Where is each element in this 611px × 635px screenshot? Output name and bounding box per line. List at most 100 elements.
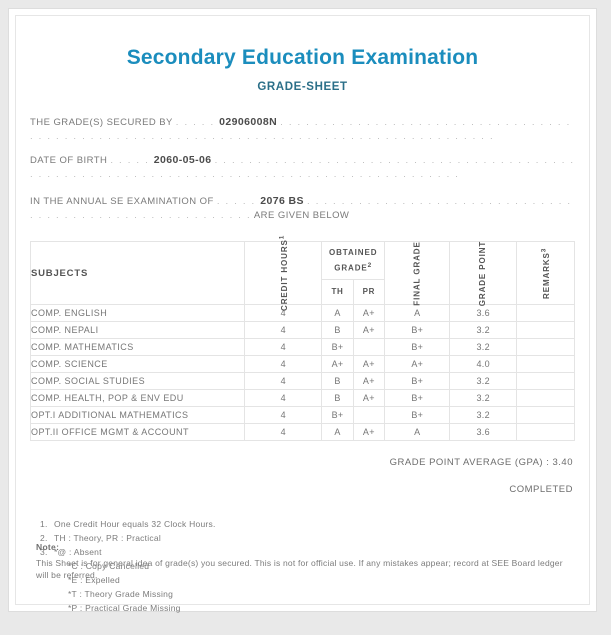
- row-grade-point: 3.2: [449, 372, 517, 391]
- field-exam-tail: ARE GIVEN BELOW: [253, 210, 350, 222]
- footnote-item: 3. *@ : Absent: [40, 545, 575, 559]
- gpa-summary: GRADE POINT AVERAGE (GPA) : 3.40: [389, 457, 573, 469]
- footnote-item: 2. TH : Theory, PR : Practical: [40, 531, 575, 545]
- leader-dots: . . . . .: [110, 155, 154, 167]
- row-obtained-pr: A+: [352, 321, 386, 340]
- note-body: This Sheet is for general idea of grade(…: [36, 557, 563, 581]
- row-remarks: [515, 423, 576, 442]
- col-header-subjects: SUBJECTS: [29, 241, 246, 306]
- row-remarks: [515, 304, 576, 323]
- row-grade-point: 3.2: [449, 321, 517, 340]
- row-remarks: [515, 338, 576, 357]
- note-title: Note:: [36, 541, 60, 552]
- col-header-pr: PR: [352, 278, 386, 306]
- footnote-text: *E : Expelled: [68, 575, 120, 586]
- row-final-grade: A+: [384, 355, 451, 374]
- row-obtained-pr: A+: [352, 355, 386, 374]
- grade-sheet-inner-frame: Secondary Education Examination GRADE-SH…: [15, 15, 590, 613]
- col-header-credit-hours-label: CREDIT HOURS: [280, 239, 290, 312]
- row-grade-point: 3.2: [449, 389, 517, 408]
- col-header-final-grade: FINAL GRADE: [384, 240, 451, 306]
- table-row: OPT.II OFFICE MGMT & ACCOUNT 4 A A+ A 3.6: [29, 423, 576, 442]
- row-remarks: [515, 355, 576, 374]
- col-header-grade-point: GRADE POINT: [449, 240, 517, 306]
- footnote-text: *C : Copy Cancelled: [68, 561, 150, 572]
- row-remarks: [515, 321, 576, 340]
- row-obtained-pr: A+: [352, 304, 386, 323]
- row-credit-hours: 4: [244, 389, 323, 408]
- row-subject: OPT.II OFFICE MGMT & ACCOUNT: [29, 423, 246, 442]
- col-header-credit-hours: CREDIT HOURS1: [244, 235, 323, 311]
- row-final-grade: A: [384, 304, 451, 323]
- page-title: Secondary Education Examination: [126, 46, 479, 69]
- footnote-text: One Credit Hour equals 32 Clock Hours.: [54, 519, 216, 530]
- footnote-index: [54, 587, 68, 601]
- grades-table: SUBJECTS CREDIT HOURS1 OBTAINED GRADE2 F…: [29, 235, 576, 442]
- row-credit-hours: 4: [244, 372, 323, 391]
- leader-dots-trailing: . . . . . . . . . . . . . . . . . . . . …: [30, 155, 575, 181]
- footnote-text: *T : Theory Grade Missing: [68, 589, 174, 600]
- row-obtained-th: B: [321, 372, 354, 391]
- row-obtained-th: B: [321, 321, 354, 340]
- grade-sheet-card: Secondary Education Examination GRADE-SH…: [8, 8, 597, 613]
- row-final-grade: B+: [384, 372, 451, 391]
- row-final-grade: B+: [384, 321, 451, 340]
- footnote-text: TH : Theory, PR : Practical: [54, 533, 162, 544]
- row-final-grade: B+: [384, 389, 451, 408]
- table-row: COMP. NEPALI 4 B A+ B+ 3.2: [29, 321, 576, 340]
- col-header-remarks: REMARKS3: [515, 241, 576, 306]
- field-dob-label: DATE OF BIRTH: [30, 155, 108, 167]
- footnote-item: *E : Expelled: [40, 573, 575, 587]
- row-remarks: [515, 372, 576, 391]
- col-header-credit-hours-note: 1: [278, 234, 286, 240]
- footnote-item: 1. One Credit Hour equals 32 Clock Hours.: [40, 517, 575, 531]
- col-header-remarks-label: REMARKS: [541, 251, 551, 299]
- identity-fields: THE GRADE(S) SECURED BY . . . . . 029060…: [30, 115, 575, 223]
- table-row: OPT.I ADDITIONAL MATHEMATICS 4 B+ B+ 3.2: [29, 406, 576, 425]
- row-subject: OPT.I ADDITIONAL MATHEMATICS: [29, 406, 246, 425]
- row-obtained-th: B: [321, 389, 354, 408]
- col-header-grade-point-label: GRADE POINT: [478, 240, 488, 306]
- grades-table-body: COMP. ENGLISH 4 A A+ A 3.6 COMP. NEPALI 4 B A+ B+ 3…: [29, 304, 576, 442]
- row-grade-point: 3.2: [449, 338, 517, 357]
- footnote-text: *@ : Absent: [54, 547, 102, 558]
- row-obtained-th: A: [321, 423, 354, 442]
- grades-header-row-1: SUBJECTS CREDIT HOURS1 OBTAINED GRADE2 F…: [29, 235, 576, 311]
- leader-dots: . . . . .: [216, 196, 261, 208]
- col-header-final-grade-label: FINAL GRADE: [412, 240, 422, 306]
- row-subject: COMP. SCIENCE: [29, 355, 246, 374]
- table-row: COMP. HEALTH, POP & ENV EDU 4 B A+ B+ 3.2: [29, 389, 576, 408]
- row-obtained-pr: A+: [352, 389, 386, 408]
- field-dob: DATE OF BIRTH . . . . . 2060-05-06 . . .…: [30, 153, 575, 182]
- field-exam-value: 2076 BS: [260, 195, 304, 208]
- row-grade-point: 3.6: [449, 304, 517, 323]
- row-obtained-th: B+: [321, 338, 354, 357]
- row-subject: COMP. MATHEMATICS: [29, 338, 246, 357]
- note-section: Note: This Sheet is for general idea of …: [36, 542, 569, 583]
- footnote-item: *T : Theory Grade Missing: [40, 587, 575, 601]
- row-obtained-pr: A+: [352, 372, 386, 391]
- row-obtained-th: B+: [321, 406, 354, 425]
- grades-header-row-2: TH PR: [31, 278, 575, 306]
- row-obtained-th: A+: [321, 355, 354, 374]
- row-final-grade: B+: [384, 338, 451, 357]
- row-subject: COMP. ENGLISH: [29, 304, 246, 323]
- row-remarks: [515, 389, 576, 408]
- row-obtained-pr: A+: [352, 423, 386, 442]
- col-header-remarks-note: 3: [540, 247, 548, 252]
- col-header-th: TH: [321, 278, 354, 306]
- table-row: COMP. MATHEMATICS 4 B+ B+ 3.2: [29, 338, 576, 357]
- field-secured-by-value: 02906008N: [219, 116, 278, 129]
- row-obtained-th: A: [321, 304, 354, 323]
- spacer-after-secured-by: [30, 144, 575, 153]
- footnote-item: *C : Copy Cancelled: [40, 559, 575, 573]
- completion-status: COMPLETED: [509, 484, 573, 496]
- footnotes-list: 1. One Credit Hour equals 32 Clock Hours.…: [30, 517, 575, 615]
- row-remarks: [515, 406, 576, 425]
- col-header-obtained-grade-label: OBTAINED GRADE: [329, 248, 378, 273]
- row-obtained-pr: [352, 338, 386, 357]
- row-credit-hours: 4: [244, 321, 323, 340]
- row-grade-point: 3.2: [449, 406, 517, 425]
- field-dob-value: 2060-05-06: [153, 154, 212, 167]
